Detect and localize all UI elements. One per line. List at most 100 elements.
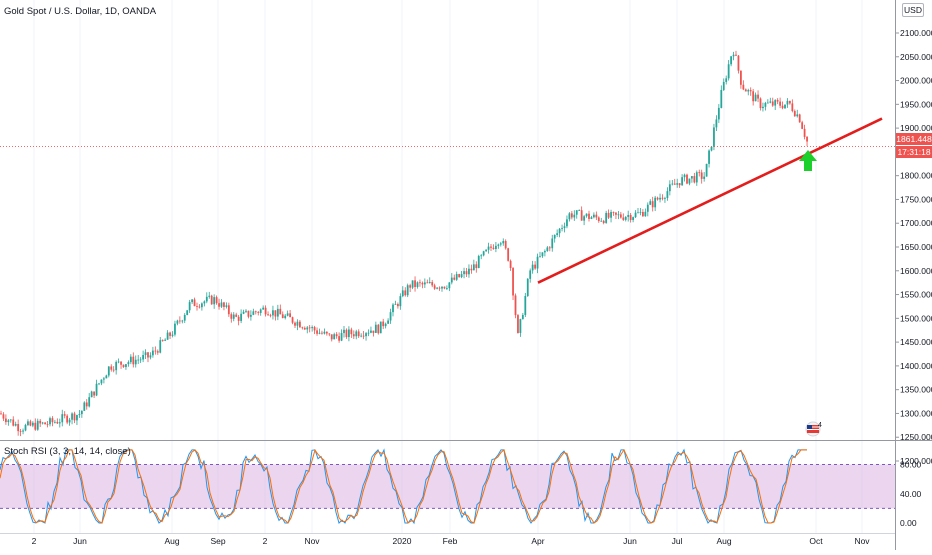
candle-body — [784, 104, 786, 109]
candle-body — [715, 119, 718, 128]
candle-body — [411, 280, 414, 288]
candle-body — [103, 378, 105, 380]
candle-body — [551, 238, 554, 249]
candle-body — [708, 150, 710, 164]
candle-body — [365, 333, 367, 337]
candle-body — [688, 178, 691, 184]
candle-body — [749, 90, 752, 92]
candle-body — [95, 383, 98, 396]
candle-body — [453, 277, 456, 280]
candle-body — [122, 364, 125, 368]
candle-body — [88, 397, 91, 407]
price-tick-label: 1200.000 — [900, 456, 932, 466]
candle-body — [166, 332, 169, 340]
candle-body — [252, 311, 255, 315]
price-tick-label: 2000.000 — [900, 76, 932, 86]
candle-body — [759, 98, 762, 109]
candle-body — [56, 421, 59, 424]
currency-button[interactable]: USD — [902, 3, 924, 17]
candle-body — [779, 101, 781, 106]
candle-body — [333, 334, 336, 340]
candle-body — [78, 414, 81, 416]
time-tick-label: Apr — [531, 536, 544, 546]
stoch-rsi-label[interactable]: Stoch RSI (3, 3, 14, 14, close) — [4, 446, 131, 457]
us-flag-icon[interactable] — [805, 421, 829, 437]
candle-body — [423, 282, 426, 285]
candle-body — [156, 351, 159, 353]
candle-body — [193, 299, 196, 307]
candle-body — [730, 56, 732, 65]
candle-body — [2, 414, 5, 419]
candle-body — [482, 251, 485, 256]
candle-body — [125, 364, 127, 368]
candle-body — [215, 297, 218, 304]
candle-body — [308, 327, 311, 329]
candle-body — [558, 228, 561, 234]
candle-body — [323, 331, 326, 334]
candle-body — [737, 55, 740, 71]
candle-body — [791, 103, 794, 112]
candle-body — [105, 375, 108, 379]
trend-line[interactable] — [537, 117, 883, 284]
candle-body — [485, 249, 487, 252]
candle-body — [605, 212, 608, 223]
candle-body — [80, 410, 83, 415]
candle-body — [203, 301, 206, 304]
candle-body — [539, 256, 541, 258]
candle-body — [651, 201, 654, 208]
candle-body — [705, 163, 708, 177]
event-count: 4 — [818, 422, 822, 429]
candle-body — [279, 308, 282, 315]
candle-body — [377, 324, 380, 334]
candle-body — [610, 212, 612, 218]
candle-body — [463, 271, 465, 275]
time-tick-label: Nov — [854, 536, 870, 546]
candle-body — [14, 424, 17, 426]
candle-body — [107, 366, 110, 376]
candle-body — [360, 335, 363, 337]
rsi-tick-label: 40.00 — [900, 489, 922, 499]
price-axis[interactable]: 2100.000 2050.000 2000.000 1950.000 1900.000… — [895, 28, 932, 466]
candle-body — [259, 309, 262, 313]
time-tick-label: Feb — [443, 536, 458, 546]
candle-body — [578, 210, 581, 212]
candle-body — [66, 415, 69, 423]
candle-body — [154, 350, 157, 352]
candle-body — [201, 303, 203, 308]
time-tick-label: 2 — [263, 536, 268, 546]
time-axis[interactable]: 2 Jun Aug Sep 2 Nov 2020 Feb Apr Jun Jul Aug Oct Nov — [32, 536, 871, 546]
candle-body — [703, 176, 706, 179]
candle-body — [801, 122, 804, 129]
candle-body — [269, 315, 272, 317]
candle-body — [556, 233, 559, 235]
candle-body — [553, 234, 556, 239]
price-tick-label: 1650.000 — [900, 242, 932, 252]
stoch-rsi-axis[interactable]: 80.00 40.00 0.00 — [900, 460, 922, 528]
candle-body — [178, 320, 181, 322]
candle-body — [752, 91, 755, 102]
candle-body — [487, 246, 490, 250]
candle-body — [757, 94, 759, 99]
candle-body — [458, 274, 461, 278]
countdown-badge: 17:31:18 — [896, 146, 932, 158]
candle-body — [426, 282, 429, 284]
candle-body — [286, 313, 289, 316]
candle-body — [367, 332, 370, 334]
candle-body — [470, 268, 473, 271]
candle-body — [338, 336, 340, 341]
candle-body — [12, 419, 15, 426]
candle-body — [806, 136, 808, 142]
candle-body — [803, 128, 806, 137]
candle-body — [612, 212, 615, 213]
candle-body — [208, 295, 211, 297]
time-tick-label: 2020 — [393, 536, 412, 546]
candle-body — [637, 212, 639, 214]
candle-body — [296, 321, 299, 326]
symbol-title[interactable]: Gold Spot / U.S. Dollar, 1D, OANDA — [4, 6, 157, 17]
candle-body — [73, 413, 76, 421]
candle-body — [90, 391, 93, 398]
candle-body — [509, 260, 512, 269]
candle-body — [436, 287, 438, 289]
